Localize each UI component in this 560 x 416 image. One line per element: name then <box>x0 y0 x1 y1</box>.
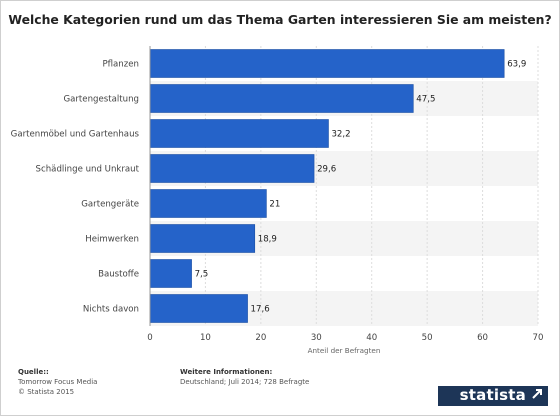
info-heading: Weitere Informationen: <box>180 368 273 376</box>
x-axis-ticks: 0 10 20 30 40 50 60 70 <box>147 333 543 343</box>
logo-background <box>438 386 548 406</box>
category-label: Nichts davon <box>83 305 139 315</box>
bar <box>149 49 505 78</box>
category-labels: Pflanzen Gartengestaltung Gartenmöbel und … <box>11 60 140 315</box>
x-tick-label: 20 <box>255 333 266 343</box>
category-label: Heimwerken <box>85 235 139 245</box>
x-tick-label: 30 <box>311 333 322 343</box>
value-label: 63,9 <box>507 60 526 70</box>
bars <box>149 49 505 323</box>
logo-text: statista <box>459 386 526 404</box>
chart-title: Welche Kategorien rund um das Thema Gart… <box>8 12 552 27</box>
bar <box>149 154 315 183</box>
x-tick-label: 70 <box>533 333 544 343</box>
category-label: Gartengeräte <box>81 200 139 210</box>
gridlines <box>204 46 539 326</box>
bar <box>149 224 256 253</box>
info-line: Deutschland; Juli 2014; 728 Befragte <box>180 378 310 386</box>
source-heading: Quelle:: <box>18 368 49 376</box>
logo-arrow-icon <box>532 389 542 399</box>
value-label: 21 <box>269 200 280 210</box>
value-label: 17,6 <box>251 305 270 315</box>
value-label: 32,2 <box>331 130 350 140</box>
x-tick-label: 0 <box>147 333 152 343</box>
x-tick-label: 50 <box>422 333 433 343</box>
x-tick-label: 40 <box>366 333 377 343</box>
value-labels: 63,9 47,5 32,2 29,6 21 18,9 7,5 17,6 <box>195 60 527 315</box>
category-label: Gartenmöbel und Gartenhaus <box>11 130 140 140</box>
statista-logo[interactable]: statista <box>438 384 548 406</box>
value-label: 18,9 <box>258 235 277 245</box>
x-axis-title: Anteil der Befragten <box>308 346 381 355</box>
bar <box>149 84 414 113</box>
x-tick-label: 10 <box>200 333 211 343</box>
x-tick-label: 60 <box>477 333 488 343</box>
category-label: Gartengestaltung <box>63 95 139 105</box>
category-label: Pflanzen <box>102 60 139 70</box>
value-label: 7,5 <box>195 270 209 280</box>
source-line-1: Tomorrow Focus Media <box>18 378 98 386</box>
bar <box>149 119 329 148</box>
value-label: 47,5 <box>416 95 435 105</box>
category-label: Baustoffe <box>98 270 139 280</box>
bar <box>149 294 248 323</box>
value-label: 29,6 <box>317 165 336 175</box>
category-label: Schädlinge und Unkraut <box>36 165 140 175</box>
source-block: Quelle:: Tomorrow Focus Media © Statista… <box>18 367 97 397</box>
info-block: Weitere Informationen: Deutschland; Juli… <box>180 367 309 387</box>
bar <box>149 189 267 218</box>
bar <box>149 259 192 288</box>
source-line-2: © Statista 2015 <box>18 388 75 396</box>
